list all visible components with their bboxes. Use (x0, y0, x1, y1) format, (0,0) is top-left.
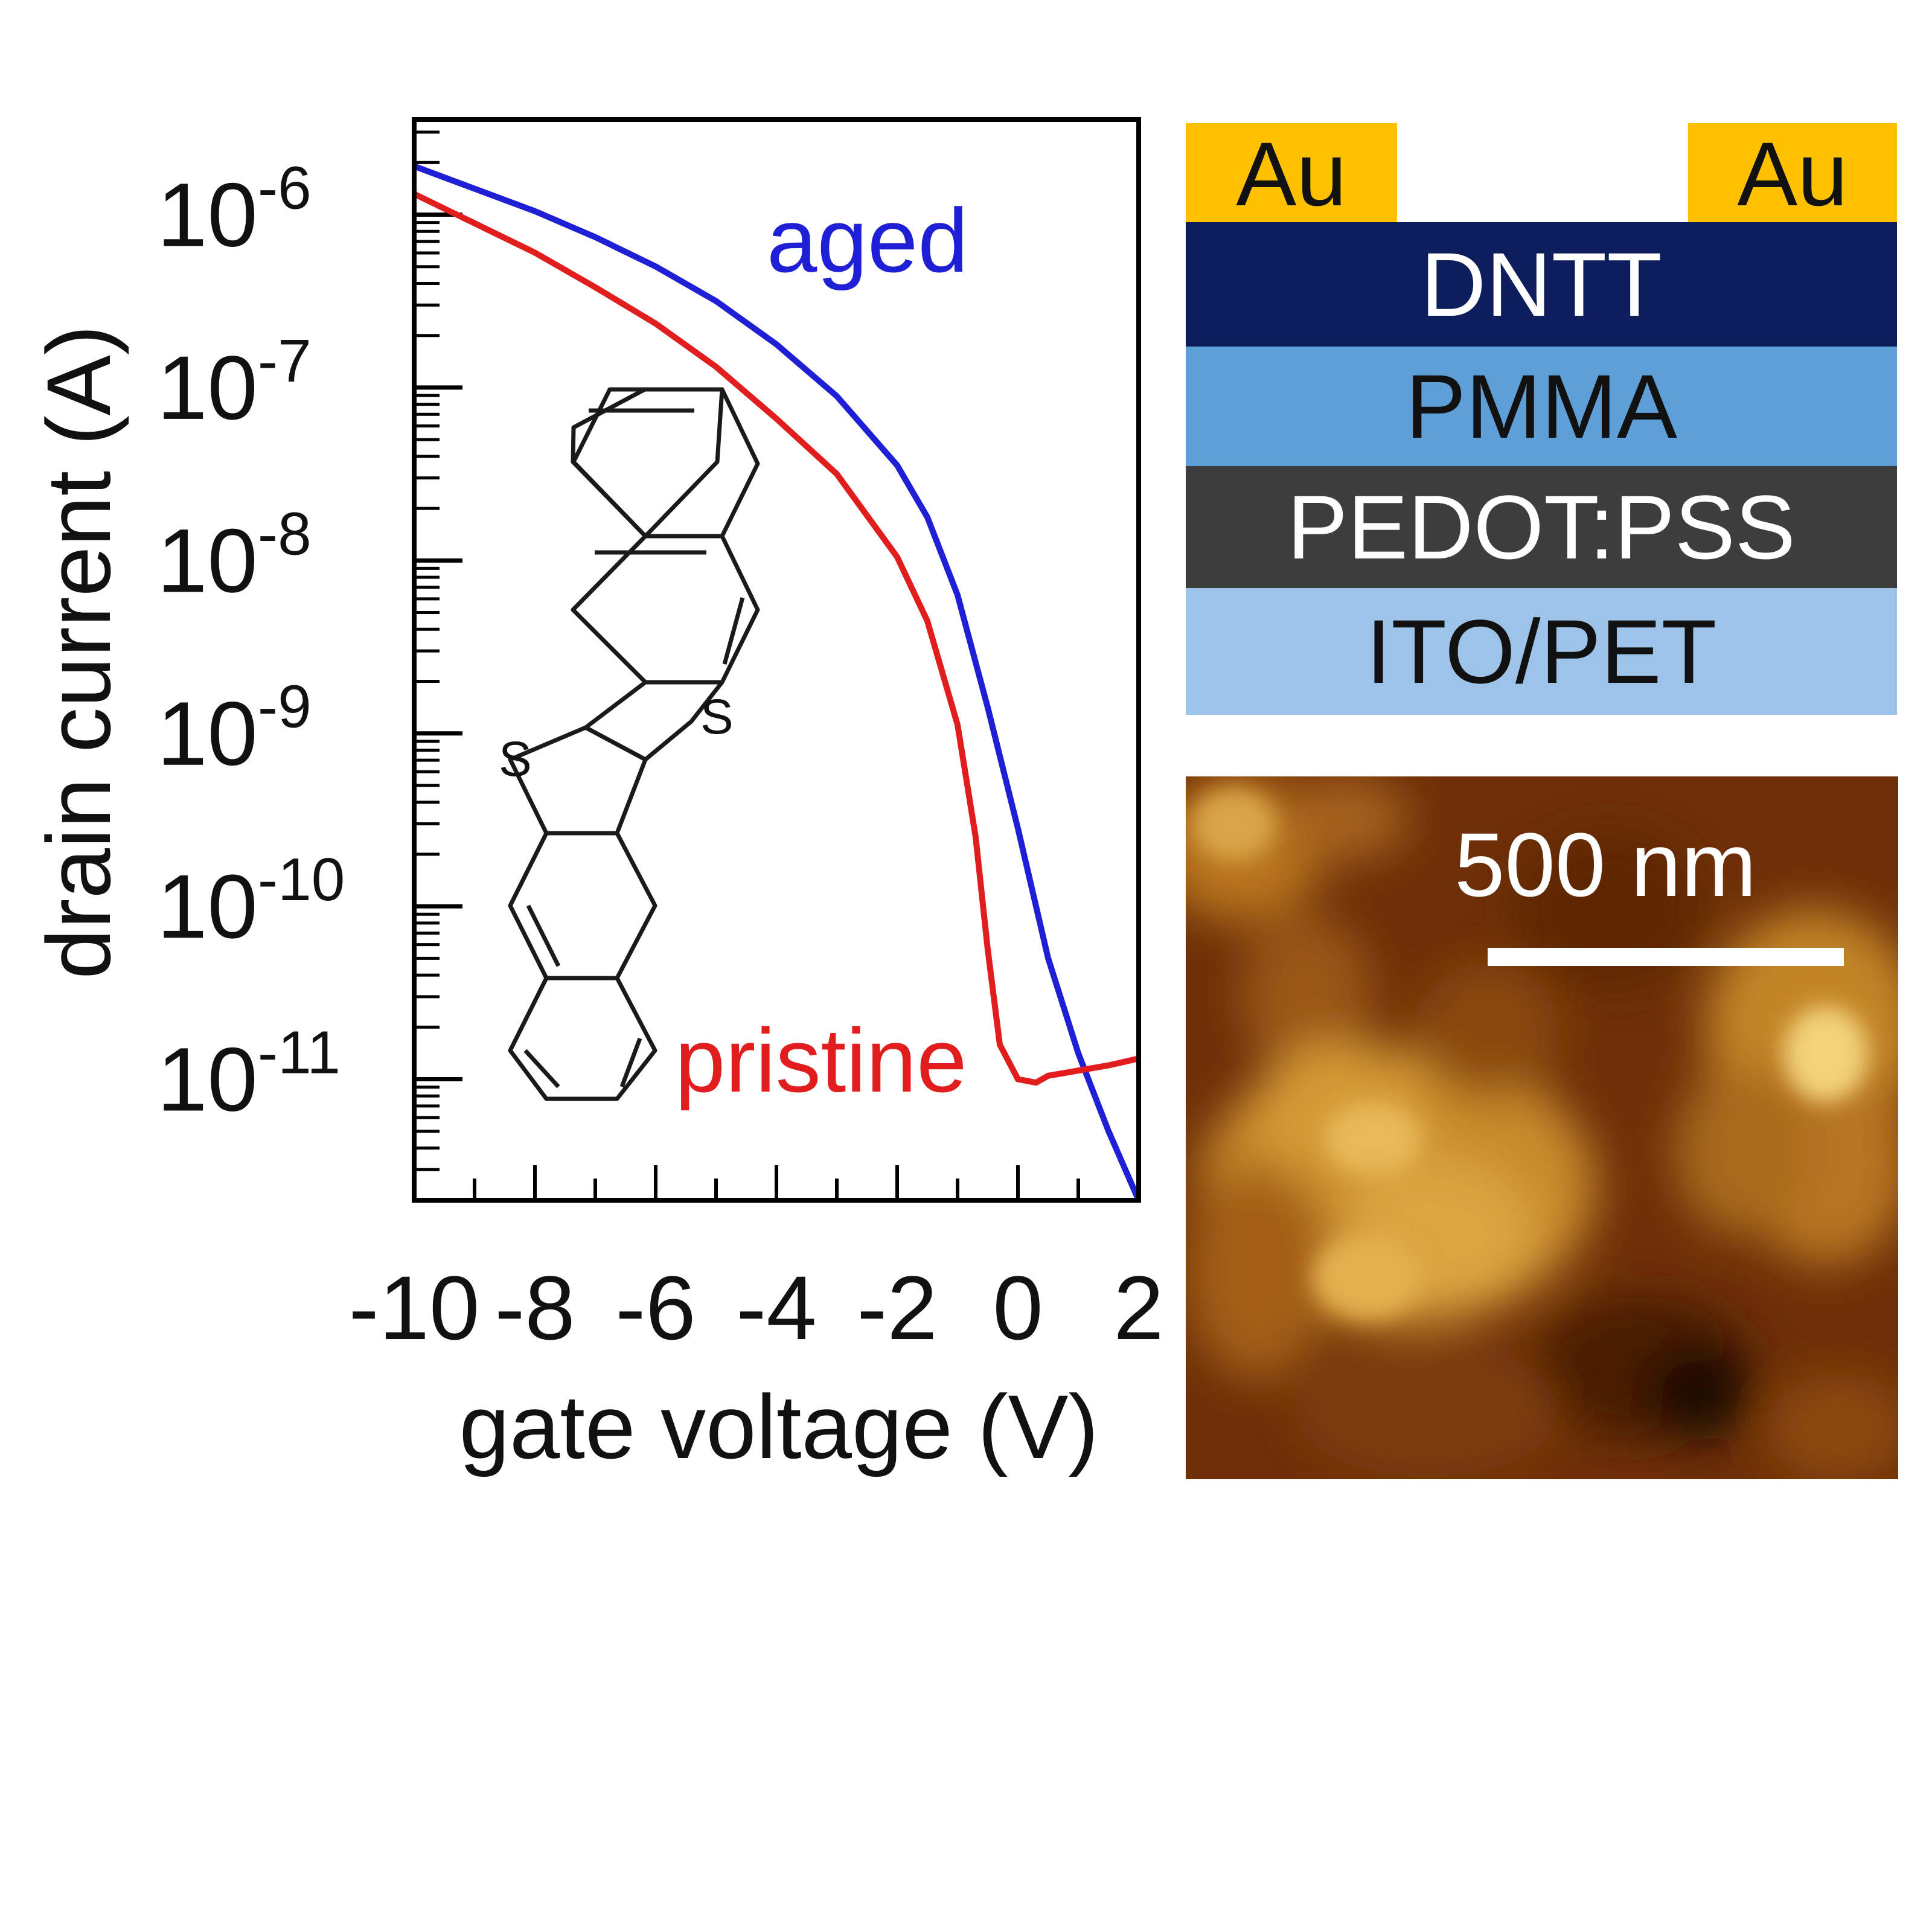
x-axis-title: gate voltage (V) (459, 1376, 1099, 1477)
series-line-aged (414, 163, 1139, 1200)
y-tick-label: 10-10 (157, 846, 345, 957)
y-tick-label: 10-8 (157, 500, 312, 611)
layer-ito-pet-label: ITO/PET (1366, 600, 1717, 702)
y-tick-label: 10-9 (157, 673, 312, 784)
x-tick-label: -8 (494, 1257, 575, 1358)
y-axis-title: drain current (A) (28, 325, 129, 979)
y-tick-labels: 10-6 10-7 10-8 10-9 10-10 10-11 (157, 155, 345, 1130)
layer-ito-pet: ITO/PET (1186, 588, 1897, 715)
layer-dntt-label: DNTT (1421, 233, 1662, 335)
x-tick-label: -4 (736, 1257, 816, 1358)
x-tick-label: -6 (615, 1257, 696, 1358)
y-major-ticks (414, 213, 462, 1082)
contact-left-label: Au (1236, 123, 1347, 225)
y-tick-label: 10-11 (157, 1019, 341, 1130)
layer-dntt: DNTT (1186, 222, 1897, 347)
afm-image: 500 nm (1186, 776, 1898, 1479)
x-tick-label: -2 (857, 1257, 937, 1358)
x-tick-label: -10 (349, 1257, 480, 1358)
y-tick-label: 10-7 (157, 327, 312, 438)
x-tick-label: 0 (993, 1257, 1043, 1358)
sulfur-atom-label-left: S (499, 732, 532, 787)
contact-right-label: Au (1737, 123, 1848, 225)
contact-right-au: Au (1688, 123, 1897, 225)
legend-label-aged: aged (767, 190, 968, 291)
layer-pmma-label: PMMA (1406, 355, 1677, 457)
dntt-molecule-drawing (508, 387, 760, 1101)
x-tick-labels: -10 -8 -6 -4 -2 0 2 (349, 1257, 1164, 1358)
series-line-pristine (414, 191, 1139, 1086)
layer-pedot-pss: PEDOT:PSS (1186, 466, 1897, 588)
plot-frame (412, 117, 1141, 1203)
x-ticks (412, 1165, 1140, 1200)
scale-bar (1488, 948, 1844, 966)
layer-pedot-pss-label: PEDOT:PSS (1287, 476, 1796, 578)
x-tick-label: 2 (1113, 1257, 1163, 1358)
legend-label-pristine: pristine (675, 1009, 967, 1111)
y-minor-ticks (414, 130, 440, 1202)
y-tick-label: 10-6 (157, 155, 312, 266)
scale-bar-label: 500 nm (1454, 814, 1757, 915)
contact-left-au: Au (1186, 123, 1397, 225)
sulfur-atom-label-right: S (700, 689, 734, 744)
layer-pmma: PMMA (1186, 347, 1897, 466)
